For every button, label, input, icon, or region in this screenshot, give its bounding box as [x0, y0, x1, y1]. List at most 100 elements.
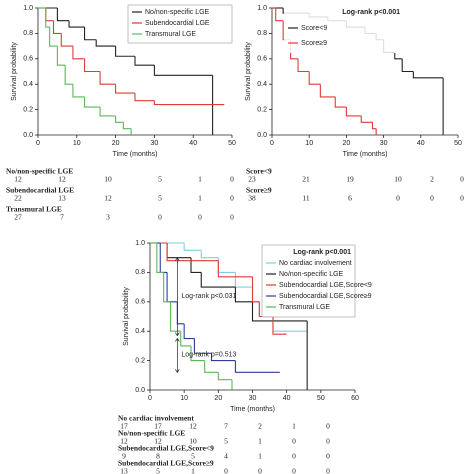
risk-count: 27: [14, 213, 22, 222]
risk-row-name: No cardiac involvement: [118, 414, 194, 423]
survival-step: [52, 20, 62, 34]
risk-count: 1: [292, 422, 296, 431]
survival-step: [84, 27, 97, 41]
risk-count: 12: [104, 194, 112, 203]
survival-step: [217, 260, 253, 278]
risk-count: 12: [14, 175, 22, 184]
risk-row-name: Transmural LGE: [6, 205, 62, 214]
survival-step: [360, 115, 373, 123]
x-tick-label: 30: [380, 140, 388, 147]
y-axis-title: Survival probability: [11, 42, 18, 101]
risk-count: 0: [292, 437, 296, 446]
risk-row-name: Subendocardial LGE,Score≥9: [118, 459, 214, 468]
x-tick-label: 40: [189, 140, 197, 147]
survival-step: [153, 65, 213, 76]
risk-count: 2: [430, 175, 434, 184]
risk-count: 0: [326, 452, 330, 461]
arrow-head: [175, 337, 180, 373]
survival-step: [84, 58, 101, 73]
legend-label: Subendocardial LGE,Score<9: [279, 282, 372, 289]
risk-count: 0: [430, 194, 434, 203]
risk-count: 0: [198, 213, 202, 222]
risk-count: 0: [326, 467, 330, 474]
y-tick-label: 0.6: [23, 56, 33, 63]
x-tick-label: 40: [417, 140, 425, 147]
risk-count: 0: [230, 175, 234, 184]
risk-count: 1: [191, 467, 195, 474]
survival-step: [275, 8, 284, 22]
x-tick-label: 10: [73, 140, 81, 147]
survival-step: [49, 27, 58, 47]
legend-label: Transmural LGE: [145, 31, 196, 38]
x-axis-title: Time (months): [113, 151, 158, 158]
risk-count: 5: [156, 467, 160, 474]
x-tick-label: 0: [148, 395, 152, 402]
survival-step: [183, 243, 202, 251]
risk-count: 10: [189, 437, 197, 446]
risk-row-name: Subendocardial LGE,Score<9: [118, 444, 214, 453]
legend-box: [284, 5, 404, 53]
survival-step: [371, 122, 377, 130]
risk-count: 38: [248, 194, 256, 203]
y-tick-label: 0.4: [135, 328, 145, 335]
risk-count: 6: [348, 194, 352, 203]
legend-label: No/non-specific LGE: [279, 271, 344, 278]
survival-step: [394, 52, 403, 60]
survival-step: [115, 46, 135, 57]
survival-step: [234, 287, 253, 303]
survival-step: [56, 8, 70, 22]
risk-count: 5: [158, 194, 162, 203]
x-tick-label: 20: [343, 140, 351, 147]
survival-step: [159, 243, 168, 273]
y-axis-title: Survival probability: [245, 42, 252, 101]
risk-count: 5: [158, 175, 162, 184]
risk-row-name: No/non-specific LGE: [118, 429, 185, 438]
y-tick-label: 1.0: [257, 5, 267, 12]
y-tick-label: 0.4: [23, 81, 33, 88]
risk-count: 9: [122, 452, 126, 461]
x-tick-label: 0: [270, 140, 274, 147]
risk-count: 0: [230, 213, 234, 222]
x-tick-label: 50: [228, 140, 236, 147]
x-tick-label: 50: [454, 140, 462, 147]
legend-label: Subendocardial LGE: [145, 20, 210, 27]
survival-step: [217, 257, 236, 273]
risk-count: 0: [224, 467, 228, 474]
risk-count: 19: [346, 175, 354, 184]
risk-count: 12: [154, 437, 162, 446]
survival-step: [272, 316, 308, 332]
legend-label: No/non-specific LGE: [145, 9, 210, 16]
risk-count: 0: [326, 422, 330, 431]
y-tick-label: 0.8: [135, 269, 145, 276]
survival-step: [234, 272, 253, 288]
risk-count: 1: [198, 194, 202, 203]
legend-label: Transmural LGE: [279, 304, 330, 311]
survival-step: [251, 301, 308, 322]
survival-step: [45, 8, 50, 28]
risk-count: 7: [60, 213, 64, 222]
annotation: Log-rank p<0.031: [181, 293, 236, 300]
y-tick-label: 0.6: [257, 56, 267, 63]
risk-count: 0: [292, 452, 296, 461]
x-tick-label: 10: [180, 395, 188, 402]
survival-step: [169, 301, 181, 332]
survival-step: [401, 58, 414, 73]
risk-count: 8: [156, 452, 160, 461]
survival-step: [156, 243, 164, 273]
survival-step: [134, 56, 155, 66]
survival-step: [68, 20, 85, 28]
survival-step: [183, 323, 195, 340]
legend-label: Score<9: [301, 25, 327, 32]
risk-count: 12: [189, 422, 197, 431]
survival-step: [99, 71, 116, 85]
risk-count: 0: [292, 467, 296, 474]
survival-step: [166, 272, 178, 303]
risk-count: 1: [258, 437, 262, 446]
survival-step: [84, 96, 101, 108]
risk-count: 0: [460, 194, 464, 203]
x-tick-label: 30: [151, 140, 159, 147]
risk-count: 10: [394, 175, 402, 184]
risk-count: 4: [224, 452, 228, 461]
survival-step: [319, 84, 336, 98]
